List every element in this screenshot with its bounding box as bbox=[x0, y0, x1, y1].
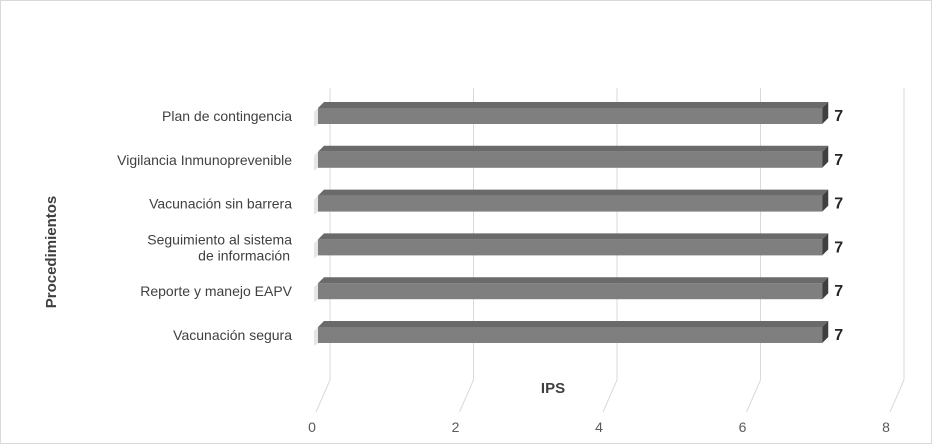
bar-top-face bbox=[318, 145, 829, 152]
category-label: Reporte y manejo EAPV bbox=[140, 283, 292, 299]
bar-top-face bbox=[318, 321, 829, 327]
x-tick-label: 6 bbox=[739, 419, 747, 435]
bar-left-shade bbox=[314, 283, 318, 303]
bar-top-face bbox=[318, 277, 829, 284]
category-label-line: Plan de contingencia bbox=[162, 108, 292, 124]
bar bbox=[318, 195, 823, 212]
gridline-floor bbox=[602, 379, 618, 413]
bar-left-shade bbox=[314, 108, 318, 127]
bar-left-shade bbox=[314, 327, 318, 346]
x-tick-label: 4 bbox=[595, 419, 603, 435]
bar-end-face bbox=[822, 189, 829, 212]
x-tick-label: 2 bbox=[452, 419, 460, 435]
category-label: Vacunación sin barrera bbox=[149, 196, 292, 212]
bar-end-face bbox=[822, 321, 829, 343]
x-tick-label: 8 bbox=[882, 419, 890, 435]
category-label: Vigilancia Inmunoprevenible bbox=[117, 152, 292, 168]
data-label: 7 bbox=[834, 108, 843, 125]
x-tick-label: 0 bbox=[308, 419, 316, 435]
category-label: Seguimiento al sistema de información bbox=[147, 231, 292, 263]
bar bbox=[318, 151, 823, 168]
category-label: Vacunación segura bbox=[173, 327, 292, 343]
bar-left-shade bbox=[314, 151, 318, 171]
category-label-line: Vacunación sin barrera bbox=[149, 196, 292, 212]
bar-top-face bbox=[318, 189, 829, 196]
bar bbox=[318, 283, 823, 300]
data-label: 7 bbox=[834, 196, 843, 213]
category-label: Plan de contingencia bbox=[162, 108, 292, 124]
data-label: 7 bbox=[834, 239, 843, 256]
category-label-line: Vacunación segura bbox=[173, 327, 292, 343]
bar-left-shade bbox=[314, 195, 318, 215]
gridline-floor bbox=[459, 379, 474, 413]
category-label-line: Vigilancia Inmunoprevenible bbox=[117, 152, 292, 168]
gridline-floor bbox=[889, 379, 905, 413]
category-label-line: de información bbox=[198, 247, 290, 263]
category-label-line: Seguimiento al sistema bbox=[147, 231, 292, 247]
bar-end-face bbox=[822, 145, 829, 168]
data-label: 7 bbox=[834, 152, 843, 169]
bar bbox=[318, 327, 823, 343]
gridline-floor bbox=[315, 379, 331, 413]
bar-end-face bbox=[822, 102, 829, 124]
bar-left-shade bbox=[314, 239, 318, 259]
bar-end-face bbox=[822, 277, 829, 300]
bar-top-face bbox=[318, 102, 829, 108]
bars bbox=[314, 102, 829, 346]
data-label: 7 bbox=[834, 283, 843, 300]
x-axis-title: IPS bbox=[541, 380, 565, 397]
bar bbox=[318, 239, 823, 256]
bar-top-face bbox=[318, 233, 829, 240]
y-axis-title: Procedimientos bbox=[43, 196, 60, 309]
labels: 0 2 4 6 8 7 Plan de contingencia 7 Vigilancia In… bbox=[117, 108, 890, 435]
data-label: 7 bbox=[834, 327, 843, 344]
bar bbox=[318, 108, 823, 124]
gridline-floor bbox=[746, 379, 761, 413]
bar-end-face bbox=[822, 233, 829, 256]
category-label-line: Reporte y manejo EAPV bbox=[140, 283, 292, 299]
